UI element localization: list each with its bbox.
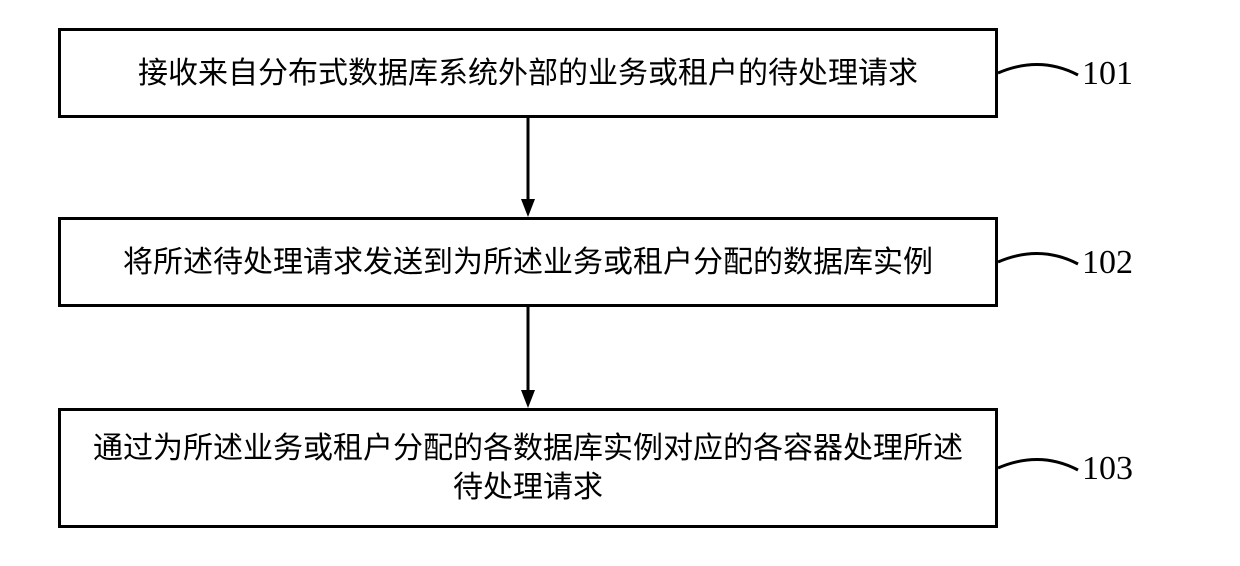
flow-step-1: 接收来自分布式数据库系统外部的业务或租户的待处理请求 (58, 28, 998, 118)
flow-step-3-label: 103 (1082, 450, 1133, 488)
flow-step-3-text: 通过为所述业务或租户分配的各数据库实例对应的各容器处理所述待处理请求 (79, 429, 977, 507)
flow-step-2-label: 102 (1082, 244, 1133, 282)
diagram-canvas: 接收来自分布式数据库系统外部的业务或租户的待处理请求 将所述待处理请求发送到为所… (0, 0, 1240, 566)
flow-step-1-text: 接收来自分布式数据库系统外部的业务或租户的待处理请求 (79, 54, 977, 93)
flow-step-3: 通过为所述业务或租户分配的各数据库实例对应的各容器处理所述待处理请求 (58, 408, 998, 528)
flow-step-2: 将所述待处理请求发送到为所述业务或租户分配的数据库实例 (58, 217, 998, 307)
flow-step-1-label: 101 (1082, 55, 1133, 93)
flow-step-2-text: 将所述待处理请求发送到为所述业务或租户分配的数据库实例 (79, 243, 977, 282)
